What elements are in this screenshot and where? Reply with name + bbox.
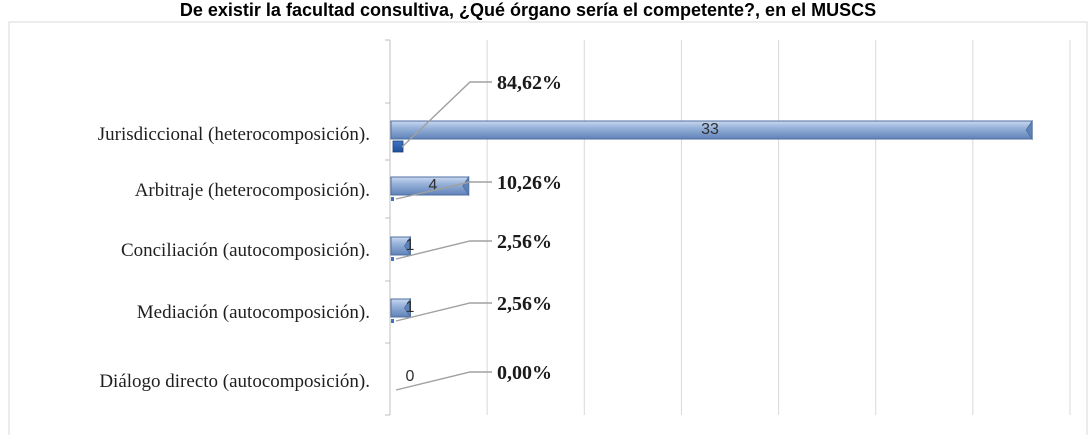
percent-bar: [391, 197, 394, 201]
leader-line: [395, 371, 492, 391]
percent-bar: [391, 319, 394, 323]
value-label: 33: [701, 121, 719, 138]
bar-bevel: [403, 297, 411, 319]
value-label: 1: [406, 299, 415, 316]
leader-line: [401, 81, 492, 148]
category-label: Conciliación (autocomposición).: [121, 240, 370, 261]
percent-label: 2,56%: [497, 293, 552, 315]
leader-line: [395, 302, 492, 322]
value-label: 0: [406, 368, 415, 385]
plot-frame: [8, 21, 1088, 440]
percent-bar: [391, 257, 394, 261]
percent-label: 2,56%: [497, 231, 552, 253]
category-label: Arbitraje (heterocomposición).: [135, 180, 370, 201]
percent-label: 10,26%: [497, 172, 562, 194]
bar-bevel: [403, 235, 411, 257]
percent-label: 0,00%: [497, 362, 552, 384]
category-label: Mediación (autocomposición).: [137, 302, 370, 323]
chart-title: De existir la facultad consultiva, ¿Qué …: [180, 0, 876, 20]
percent-bar: [392, 140, 404, 153]
percent-label: 84,62%: [497, 72, 562, 94]
leader-line: [395, 240, 492, 260]
leader-line: [395, 181, 492, 200]
bar-bevel: [1025, 119, 1033, 141]
value-label: 4: [428, 177, 437, 194]
value-label: 1: [406, 237, 415, 254]
category-label: Diálogo directo (autocomposición).: [99, 371, 370, 392]
category-label: Jurisdiccional (heterocomposición).: [98, 124, 370, 145]
bar-bevel: [462, 175, 470, 197]
